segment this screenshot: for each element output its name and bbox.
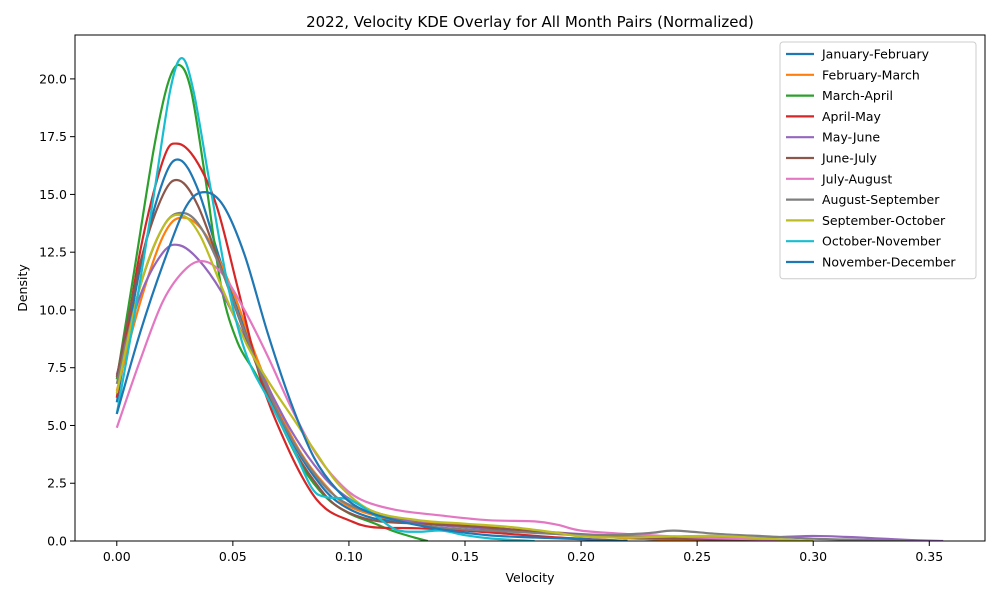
y-tick-label: 10.0 — [39, 302, 67, 317]
x-tick-label: 0.00 — [103, 549, 131, 564]
x-axis: 0.00 0.05 0.10 0.15 0.20 0.25 0.30 0.35 — [103, 541, 943, 564]
x-tick-label: 0.05 — [219, 549, 247, 564]
chart-title: 2022, Velocity KDE Overlay for All Month… — [306, 13, 754, 31]
legend: January-February February-March March-Apri… — [779, 41, 977, 280]
y-axis: 0.0 2.5 5.0 7.5 10.0 12.5 15.0 17.5 20.0 — [39, 71, 75, 549]
x-tick-label: 0.30 — [799, 549, 827, 564]
y-tick-label: 15.0 — [39, 187, 67, 202]
legend-label: October-November — [822, 234, 942, 249]
series-line-november-december — [115, 191, 628, 541]
y-tick-label: 2.5 — [47, 476, 67, 491]
legend-label: February-March — [822, 67, 920, 82]
x-tick-label: 0.35 — [915, 549, 943, 564]
y-tick-label: 5.0 — [47, 418, 67, 433]
x-tick-label: 0.10 — [335, 549, 363, 564]
series-line-april-may — [115, 142, 628, 541]
y-tick-label: 20.0 — [39, 71, 67, 86]
legend-label: August-September — [822, 192, 940, 207]
plot-frame — [74, 34, 986, 542]
legend-label: March-April — [822, 88, 893, 103]
y-axis-label: Density — [15, 264, 30, 312]
series-line-march-april — [115, 63, 429, 541]
x-tick-label: 0.25 — [683, 549, 711, 564]
x-tick-label: 0.20 — [567, 549, 595, 564]
legend-label: September-October — [822, 213, 946, 228]
legend-label: April-May — [822, 109, 882, 124]
legend-label: May-June — [822, 130, 880, 145]
legend-label: July-August — [821, 171, 892, 186]
y-tick-label: 7.5 — [47, 360, 67, 375]
series-line-september-october — [115, 213, 814, 541]
y-tick-label: 17.5 — [39, 129, 67, 144]
y-tick-label: 0.0 — [47, 534, 67, 549]
x-axis-label: Velocity — [505, 570, 555, 585]
x-tick-label: 0.15 — [451, 549, 479, 564]
legend-label: November-December — [822, 255, 956, 270]
legend-label: June-July — [821, 151, 878, 166]
legend-box — [779, 41, 977, 280]
y-tick-label: 12.5 — [39, 245, 67, 260]
legend-label: January-February — [821, 47, 930, 62]
